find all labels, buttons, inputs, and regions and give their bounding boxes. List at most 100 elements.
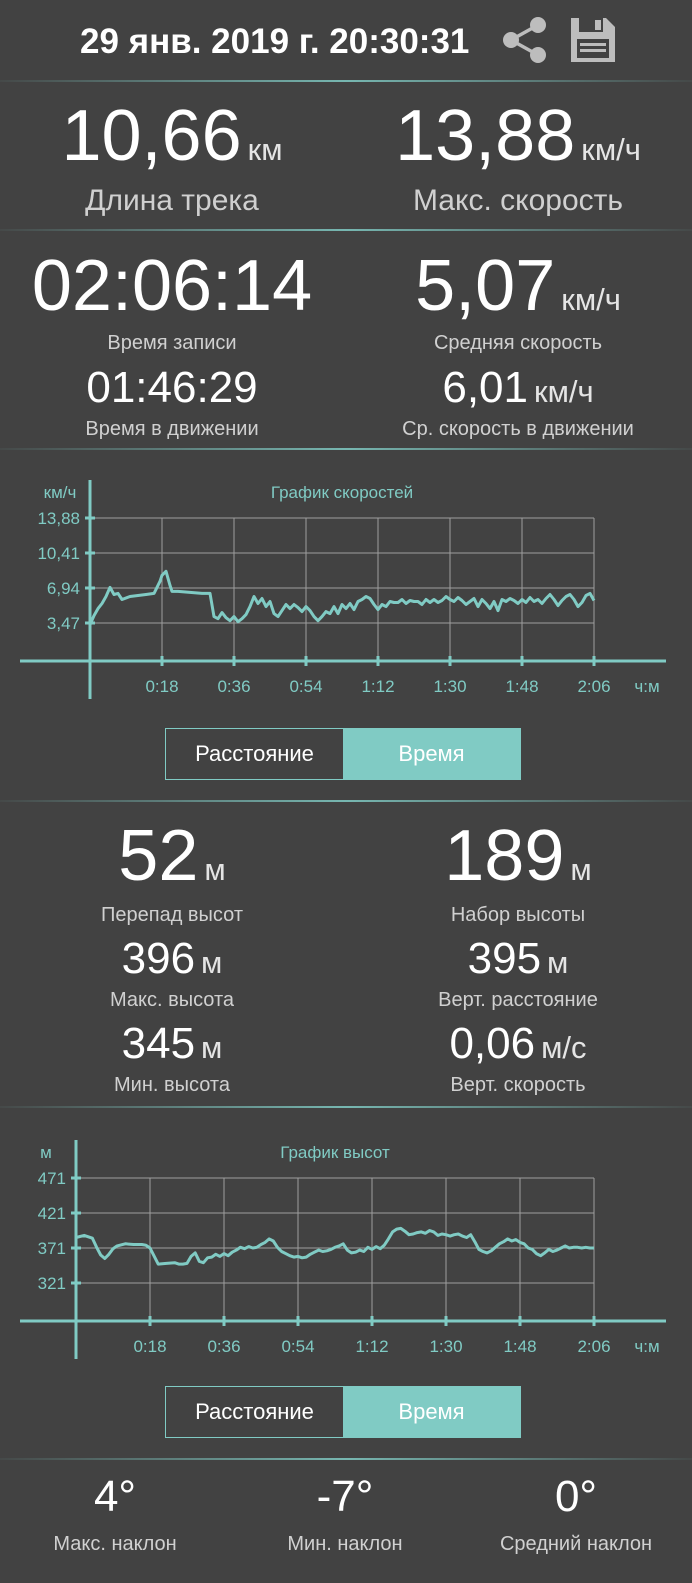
moving-time-label: Время в движении	[85, 418, 259, 440]
altitude-min-value: 345	[121, 1019, 196, 1068]
moving-avg-speed-unit: км/ч	[534, 374, 594, 409]
altitude-diff-unit: м	[204, 852, 226, 887]
y-axis-label: м	[40, 1143, 52, 1162]
moving-time: 01:46:29 Время в движении	[0, 366, 344, 441]
x-tick-label: 0:36	[207, 1337, 240, 1356]
altitude-min: 345 м Мин. высота	[0, 1022, 344, 1097]
max-speed-label: Макс. скорость	[412, 184, 624, 217]
speed-chart-axis-toggle[interactable]: Расстояние Время	[165, 728, 521, 780]
chart-title: График скоростей	[271, 483, 413, 502]
vert-distance-value: 395	[467, 934, 542, 983]
divider	[0, 1106, 692, 1108]
speed-chart-svg: 0:18 0:36 0:54 1:12 1:30 1:48 2:06 3,47 6,94 10,4…	[20, 480, 666, 699]
track-length-label: Длина трека	[85, 184, 259, 217]
floppy-disk-icon	[571, 18, 615, 62]
header: 29 янв. 2019 г. 20:30:31	[0, 0, 692, 82]
max-speed-unit: км/ч	[581, 132, 641, 167]
slope-min: -7° Мин. наклон	[230, 1475, 460, 1556]
share-icon	[503, 17, 546, 63]
y-tick-label: 371	[38, 1239, 66, 1258]
vert-distance-unit: м	[547, 945, 569, 980]
avg-speed: 5,07 км/ч Средняя скорость	[344, 250, 692, 355]
x-tick-label: 0:18	[145, 677, 178, 696]
altitude-diff: 52 м Перепад высот	[0, 820, 344, 927]
slope-avg: 0° Средний наклон	[460, 1475, 692, 1556]
share-button[interactable]	[500, 14, 550, 66]
track-length: 10,66 км Длина трека	[0, 100, 344, 218]
series-line	[88, 569, 596, 626]
x-tick-label: 1:48	[505, 677, 538, 696]
divider	[0, 800, 692, 802]
altitude-gain-value: 189	[444, 816, 565, 896]
vert-speed-label: Верт. скорость	[450, 1074, 586, 1096]
slope-max: 4° Макс. наклон	[0, 1475, 230, 1556]
vert-speed-value: 0,06	[449, 1019, 536, 1068]
x-tick-label: 0:54	[281, 1337, 314, 1356]
series-line	[75, 1226, 594, 1266]
save-button[interactable]	[568, 14, 618, 66]
moving-avg-speed-value: 6,01	[442, 363, 528, 412]
altitude-diff-value: 52	[118, 816, 199, 896]
vert-distance: 395 м Верт. расстояние	[344, 937, 692, 1012]
x-tick-label: 0:36	[217, 677, 250, 696]
x-tick-label: 0:18	[133, 1337, 166, 1356]
altitude-max: 396 м Макс. высота	[0, 937, 344, 1012]
x-tick-label: 1:30	[433, 677, 466, 696]
y-tick-label: 421	[38, 1204, 66, 1223]
slope-min-value: -7°	[316, 1472, 374, 1521]
divider	[0, 448, 692, 450]
slope-min-label: Мин. наклон	[287, 1533, 403, 1555]
y-tick-label: 13,88	[37, 509, 80, 528]
altitude-gain-label: Набор высоты	[450, 904, 586, 926]
x-tick-label: 0:54	[289, 677, 322, 696]
altitude-max-value: 396	[121, 934, 196, 983]
divider	[0, 229, 692, 231]
altitude-gain: 189 м Набор высоты	[344, 820, 692, 927]
y-tick-label: 3,47	[47, 614, 80, 633]
moving-avg-speed-label: Ср. скорость в движении	[402, 418, 634, 440]
y-tick-label: 321	[38, 1274, 66, 1293]
y-tick-label: 6,94	[47, 579, 80, 598]
x-axis-label: ч:м	[634, 1337, 659, 1356]
avg-speed-value: 5,07	[415, 246, 556, 326]
track-date-time: 29 янв. 2019 г. 20:30:31	[80, 22, 470, 61]
slope-max-value: 4°	[93, 1472, 137, 1521]
altitude-toggle-time[interactable]: Время	[343, 1387, 520, 1437]
speed-chart: 0:18 0:36 0:54 1:12 1:30 1:48 2:06 3,47 6,94 10,4…	[0, 470, 692, 710]
avg-speed-label: Средняя скорость	[433, 332, 603, 354]
y-tick-label: 10,41	[37, 544, 80, 563]
max-speed: 13,88 км/ч Макс. скорость	[344, 100, 692, 218]
chart-title: График высот	[280, 1143, 390, 1162]
x-tick-label: 2:06	[577, 677, 610, 696]
x-tick-label: 2:06	[577, 1337, 610, 1356]
divider	[0, 1458, 692, 1460]
x-tick-label: 1:48	[503, 1337, 536, 1356]
track-length-value: 10,66	[61, 96, 242, 176]
moving-avg-speed: 6,01 км/ч Ср. скорость в движении	[344, 366, 692, 441]
vert-speed-unit: м/с	[541, 1030, 587, 1065]
altitude-chart-svg: 0:18 0:36 0:54 1:12 1:30 1:48 2:06 321 371 421 471…	[20, 1140, 666, 1359]
x-tick-label: 1:12	[355, 1337, 388, 1356]
slope-avg-value: 0°	[554, 1472, 598, 1521]
divider	[0, 80, 692, 82]
max-speed-value: 13,88	[395, 96, 576, 176]
speed-toggle-time[interactable]: Время	[343, 729, 520, 779]
record-time-label: Время записи	[107, 332, 237, 354]
vert-speed: 0,06 м/с Верт. скорость	[344, 1022, 692, 1097]
vert-distance-label: Верт. расстояние	[438, 989, 598, 1011]
slope-avg-label: Средний наклон	[499, 1533, 653, 1555]
altitude-toggle-distance[interactable]: Расстояние	[166, 1387, 343, 1437]
x-tick-label: 1:12	[361, 677, 394, 696]
speed-toggle-distance[interactable]: Расстояние	[166, 729, 343, 779]
slope-max-label: Макс. наклон	[53, 1533, 177, 1555]
avg-speed-unit: км/ч	[561, 282, 621, 317]
y-axis-label: км/ч	[44, 483, 77, 502]
altitude-min-label: Мин. высота	[114, 1074, 230, 1096]
altitude-max-unit: м	[201, 945, 223, 980]
altitude-chart-axis-toggle[interactable]: Расстояние Время	[165, 1386, 521, 1438]
moving-time-value: 01:46:29	[86, 363, 258, 412]
x-tick-label: 1:30	[429, 1337, 462, 1356]
y-tick-label: 471	[38, 1169, 66, 1188]
track-length-unit: км	[247, 132, 283, 167]
altitude-min-unit: м	[201, 1030, 223, 1065]
